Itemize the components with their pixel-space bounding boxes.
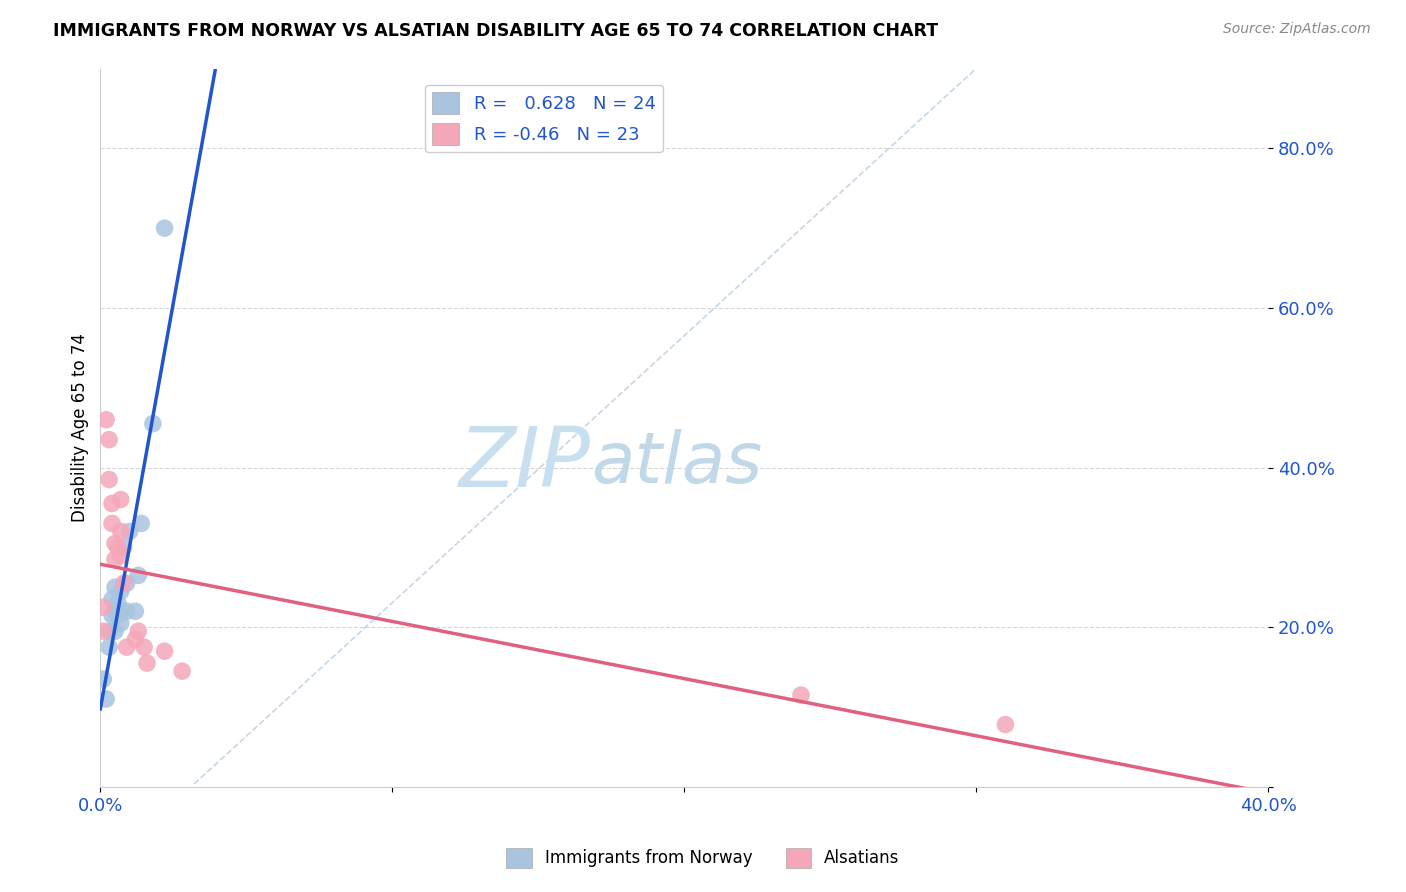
Point [110,616,132,631]
Point [115,604,138,618]
Point [104,580,127,594]
Point [101,592,124,607]
Text: ZIP: ZIP [458,423,591,504]
Point [101,516,124,531]
Text: Source: ZipAtlas.com: Source: ZipAtlas.com [1223,22,1371,37]
Point [110,604,132,618]
Point [112,541,135,555]
Point [110,524,132,539]
Point [136,656,159,670]
Point [172,664,194,678]
Point [96,413,118,427]
Point [91,672,114,686]
Point [98,640,121,655]
Text: atlas: atlas [591,429,762,498]
Point [104,604,127,618]
Point [142,417,165,431]
Point [112,576,135,591]
Legend: R =   0.628   N = 24, R = -0.46   N = 23: R = 0.628 N = 24, R = -0.46 N = 23 [425,85,664,153]
Text: IMMIGRANTS FROM NORWAY VS ALSATIAN DISABILITY AGE 65 TO 74 CORRELATION CHART: IMMIGRANTS FROM NORWAY VS ALSATIAN DISAB… [53,22,939,40]
Point [118,524,141,539]
Point [98,473,121,487]
Point [98,433,121,447]
Point [127,624,149,639]
Point [127,568,149,582]
Point [110,549,132,563]
Point [98,624,121,639]
Point [104,536,127,550]
Point [107,596,129,610]
Point [91,600,114,615]
Point [134,640,156,655]
Point [101,496,124,510]
Point [994,717,1017,731]
Point [104,624,127,639]
Point [104,552,127,566]
Point [110,584,132,599]
Point [107,604,129,618]
Point [96,692,118,706]
Point [124,604,146,618]
Point [115,576,138,591]
Point [115,640,138,655]
Y-axis label: Disability Age 65 to 74: Disability Age 65 to 74 [72,334,89,522]
Point [153,221,176,235]
Point [107,541,129,555]
Point [110,492,132,507]
Point [153,644,176,658]
Point [107,608,129,623]
Point [129,516,152,531]
Point [101,608,124,623]
Point [790,688,813,702]
Point [124,632,146,647]
Point [91,624,114,639]
Legend: Immigrants from Norway, Alsatians: Immigrants from Norway, Alsatians [501,841,905,875]
